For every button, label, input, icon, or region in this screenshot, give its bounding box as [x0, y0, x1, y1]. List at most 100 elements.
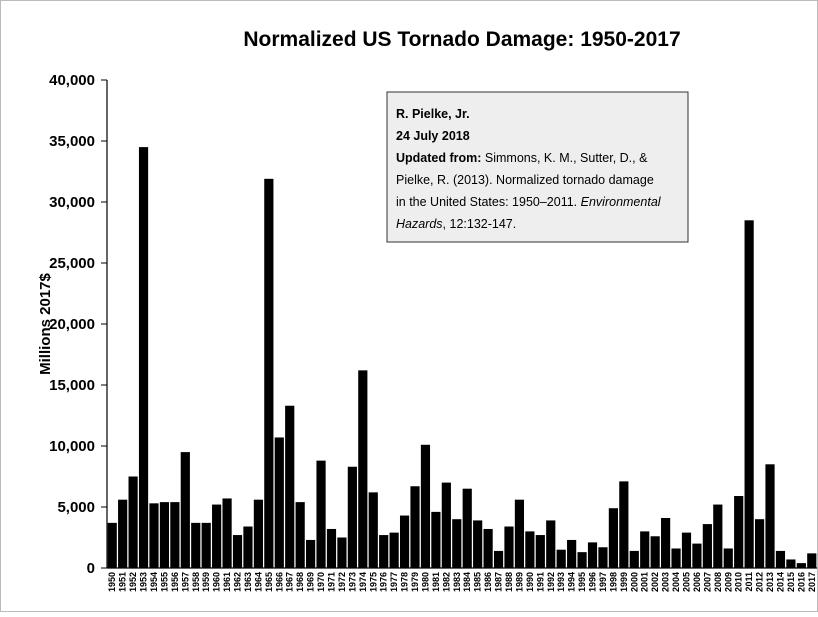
x-tick-label: 1969	[306, 572, 316, 592]
bar	[775, 550, 786, 568]
bar	[713, 504, 723, 568]
bar	[295, 502, 305, 568]
bar	[107, 522, 117, 568]
annotation-text: Updated from:	[396, 151, 481, 165]
bar	[452, 519, 462, 568]
bar	[180, 452, 190, 568]
x-tick-label: 1996	[588, 572, 598, 592]
x-tick-label: 1986	[483, 572, 493, 592]
bar	[212, 504, 222, 568]
x-tick-label: 1966	[274, 572, 284, 592]
x-tick-label: 1995	[577, 572, 587, 592]
x-tick-label: 2014	[775, 572, 785, 592]
x-tick-label: 1953	[139, 572, 149, 592]
bar	[514, 499, 525, 568]
bar	[316, 460, 326, 568]
x-tick-label: 1987	[494, 572, 504, 592]
x-tick-label: 1963	[243, 572, 253, 592]
bar	[420, 444, 431, 568]
x-tick-label: 2009	[723, 572, 733, 592]
bar	[128, 476, 138, 568]
x-tick-label: 1959	[201, 572, 211, 592]
bar	[358, 370, 368, 568]
bar	[796, 563, 806, 568]
bar	[640, 531, 650, 568]
x-tick-label: 1999	[619, 572, 629, 592]
x-tick-label: 2000	[629, 572, 639, 592]
x-tick-label: 1997	[598, 572, 608, 592]
bar	[462, 488, 472, 568]
x-tick-label: 1952	[128, 572, 138, 592]
bar	[577, 552, 587, 568]
y-tick-label: 0	[87, 560, 95, 577]
x-tick-label: 2005	[681, 572, 691, 592]
bar	[191, 522, 201, 568]
x-tick-label: 1962	[233, 572, 243, 592]
x-tick-label: 1961	[222, 572, 232, 592]
x-tick-label: 1965	[264, 572, 274, 592]
y-tick-label: 30,000	[49, 194, 95, 211]
x-tick-label: 1975	[368, 572, 378, 592]
y-tick-label: 10,000	[49, 438, 95, 455]
annotation-text: R. Pielke, Jr.	[396, 107, 470, 121]
x-tick-label: 2015	[786, 572, 796, 592]
x-tick-label: 1981	[431, 572, 441, 592]
bar	[671, 548, 681, 568]
bar	[138, 147, 149, 568]
bar	[619, 481, 629, 568]
y-tick-label: 25,000	[49, 255, 95, 272]
chart-title: Normalized US Tornado Damage: 1950-2017	[243, 28, 680, 51]
bar	[629, 550, 639, 568]
x-tick-label: 1964	[253, 572, 263, 592]
x-tick-label: 2002	[650, 572, 660, 592]
x-tick-label: 1976	[379, 572, 389, 592]
bar	[368, 492, 378, 568]
x-tick-label: 1967	[285, 572, 295, 592]
bar	[483, 528, 493, 568]
bar	[253, 499, 263, 568]
bar	[379, 535, 389, 568]
bar	[504, 526, 514, 568]
bar	[285, 405, 295, 568]
x-tick-label: 2007	[702, 572, 712, 592]
bar	[347, 466, 357, 568]
x-tick-label: 1977	[389, 572, 399, 592]
x-tick-label: 1958	[191, 572, 201, 592]
x-tick-label: 1968	[295, 572, 305, 592]
x-tick-label: 1980	[420, 572, 430, 592]
bar	[734, 496, 744, 568]
bar	[556, 549, 566, 568]
bar	[546, 520, 556, 568]
annotation-text: Hazards, 12:132-147.	[396, 217, 516, 231]
bar	[587, 542, 598, 568]
y-tick-label: 5,000	[57, 499, 95, 516]
bar	[661, 517, 671, 568]
bar	[723, 548, 733, 568]
x-tick-label: 2008	[713, 572, 723, 592]
bar	[754, 519, 765, 568]
y-tick-label: 35,000	[49, 133, 95, 150]
bar	[410, 486, 420, 568]
annotation-text: Simmons, K. M., Sutter, D., &	[481, 151, 648, 165]
bar	[118, 499, 128, 568]
bar	[389, 532, 399, 568]
x-tick-label: 1950	[107, 572, 117, 592]
annotation-text: Updated from: Simmons, K. M., Sutter, D.…	[396, 151, 648, 165]
x-tick-label: 1971	[326, 572, 336, 592]
bar	[608, 508, 618, 568]
bar	[441, 482, 451, 568]
x-tick-label: 1974	[358, 572, 368, 592]
x-tick-label: 2001	[640, 572, 650, 592]
bar	[744, 220, 754, 569]
x-tick-label: 2010	[734, 572, 744, 592]
x-tick-label: 2003	[661, 572, 671, 592]
bar	[306, 539, 316, 568]
bar	[201, 522, 211, 568]
x-tick-label: 1989	[514, 572, 524, 592]
bar	[702, 524, 712, 568]
y-tick-label: 15,000	[49, 377, 95, 394]
bar	[567, 539, 577, 568]
x-tick-label: 1983	[452, 572, 462, 592]
x-tick-label: 2011	[744, 572, 754, 592]
